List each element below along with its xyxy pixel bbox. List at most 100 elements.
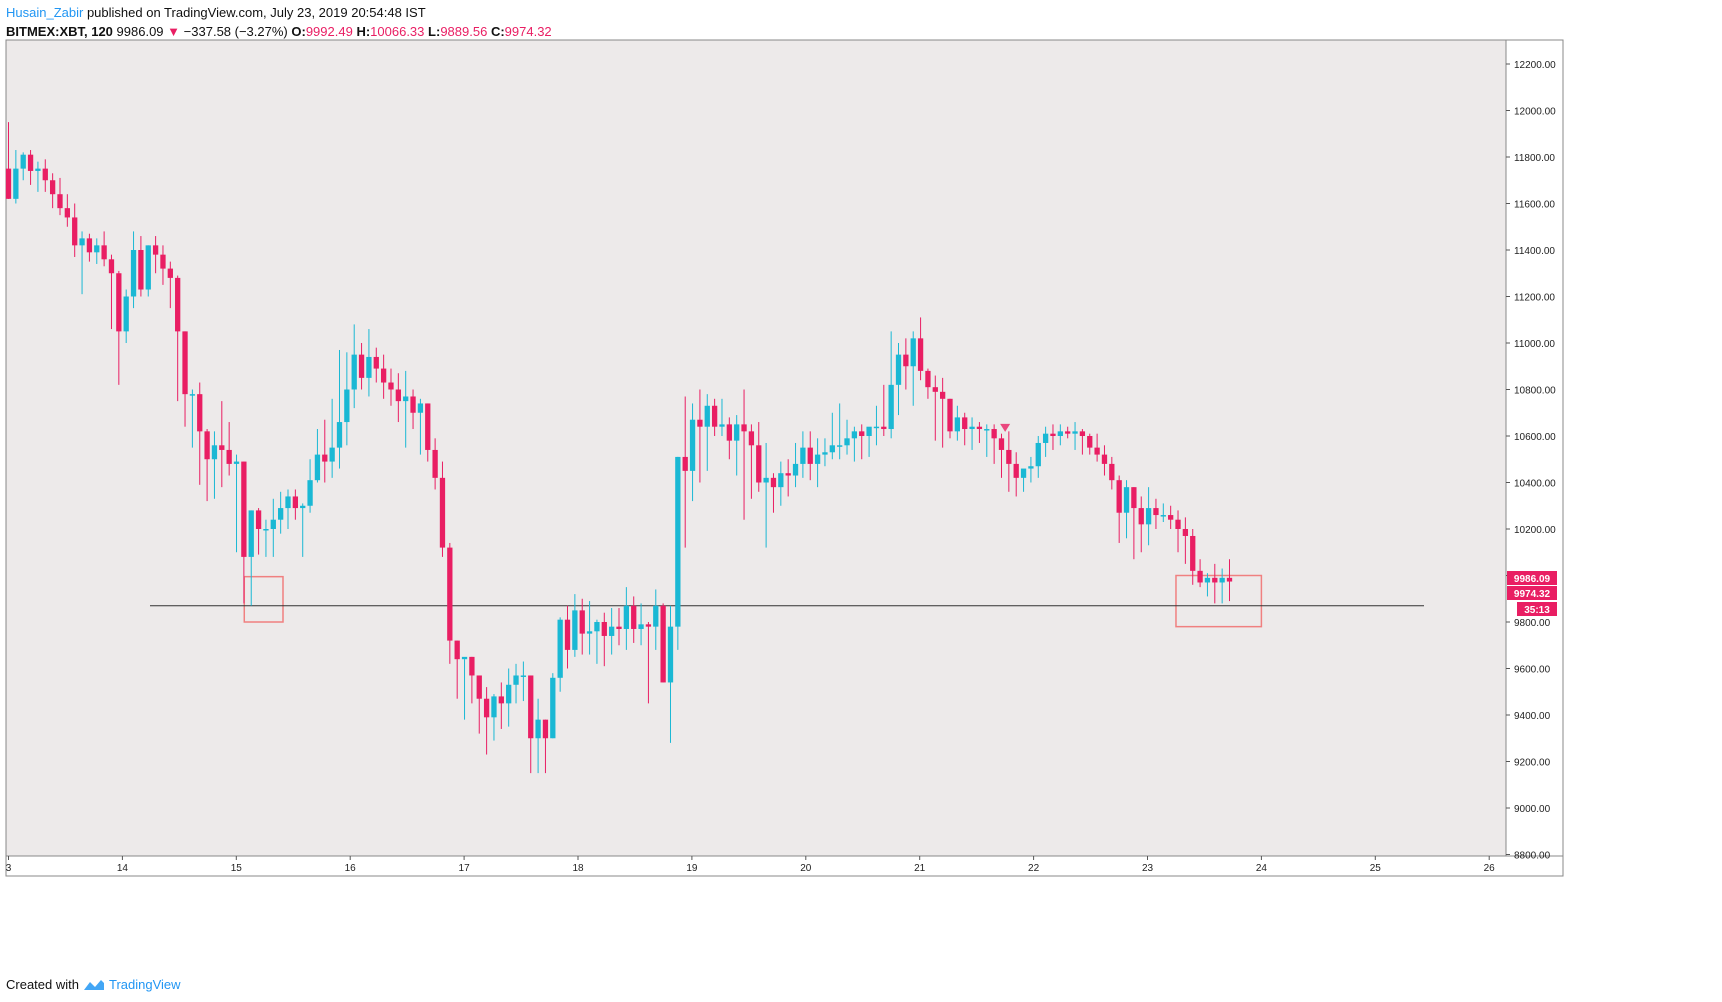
candle-body [528,675,534,739]
candle-body [1079,431,1086,436]
y-tick-label: 12000.00 [1514,107,1556,118]
candle-body [1131,487,1137,509]
candle [167,261,173,309]
candle [726,417,732,460]
candle [1131,487,1137,560]
candle-body [292,496,299,509]
time-axis[interactable]: 3 14 15 16 17 18 19 20 21 22 23 24 25 26 [6,856,1495,874]
candle-body [653,605,659,627]
created-with-text: Created with [6,977,79,992]
y-tick-label: 11800.00 [1514,153,1555,164]
candle [1087,433,1093,455]
candle [123,289,129,343]
candle [292,489,299,520]
low-label: L: [428,24,441,39]
candle-body [167,268,173,278]
y-tick-label: 11000.00 [1514,339,1555,350]
candle [204,429,210,502]
author-link[interactable]: Husain_Zabir [6,5,84,20]
candle-body [1212,577,1218,583]
candle [130,231,137,309]
candle [233,454,240,553]
candle-body [939,391,946,399]
candle-body [1006,449,1012,464]
candle-body [682,456,688,471]
candle [756,422,762,492]
candle-body [638,624,644,629]
candle-body [1182,529,1189,536]
candle-body [307,480,313,506]
candle-body [947,398,953,432]
candle-body [631,605,637,629]
candle [358,343,365,390]
price-axis[interactable]: 12200.00 12000.00 11800.00 11600.00 11400.00… [1506,60,1556,862]
candle [1138,496,1144,553]
y-tick-label: 8800.00 [1514,851,1551,862]
candle [116,270,122,385]
candle-body [689,419,696,471]
candle-body [1094,447,1100,455]
candle [1013,452,1019,497]
candle [1101,445,1108,476]
candle-body [13,168,19,199]
x-tick-label: 16 [345,863,357,874]
candle-body [1219,577,1225,583]
candle-body [770,477,777,488]
candle-body [79,238,85,246]
candle-body [881,426,887,430]
candle [991,424,997,464]
candle-body [954,417,961,432]
candle-body [1050,433,1056,436]
candle [403,370,409,448]
candle-body [932,387,938,392]
candle [1035,436,1041,478]
candle-body [380,368,387,383]
candle-body [910,338,916,367]
candle [1204,573,1211,597]
candle [851,426,858,462]
triangle-down-icon [1000,423,1011,432]
candle [667,605,674,743]
x-tick-label: 18 [572,863,584,874]
candle-body [962,417,968,430]
candle [903,338,909,390]
candle-body [734,424,740,441]
candle-body [145,245,151,290]
candle-body [425,403,431,450]
candle [954,405,961,441]
candle-body [189,394,196,396]
candle-body [1028,466,1034,469]
candle [675,456,681,650]
candle-body [564,619,571,650]
candle [57,177,63,216]
price-tag-timer: 35:13 [1517,602,1557,616]
candle [241,461,247,604]
candle [888,331,894,439]
x-tick-label: 23 [1142,863,1154,874]
y-tick-label: 10200.00 [1514,525,1556,536]
tradingview-brand[interactable]: TradingView [108,977,181,992]
candle [366,329,372,397]
candle-body [49,180,56,195]
candle-body [601,622,607,636]
candle [653,589,659,650]
candle [425,403,431,462]
candle-body [130,250,137,297]
candle-body [439,477,446,548]
candle [175,275,181,402]
candle [72,203,78,257]
candle [939,377,946,448]
candle [609,608,615,655]
candle [476,675,482,734]
candle-body [1226,577,1233,582]
candle-body [660,605,666,683]
x-tick-label: 22 [1028,863,1040,874]
candle [13,150,19,204]
candle-body [483,698,490,718]
candle-body [388,382,394,390]
candle [1057,424,1063,446]
candle [631,596,637,643]
candle [373,347,379,383]
candle [182,331,188,427]
